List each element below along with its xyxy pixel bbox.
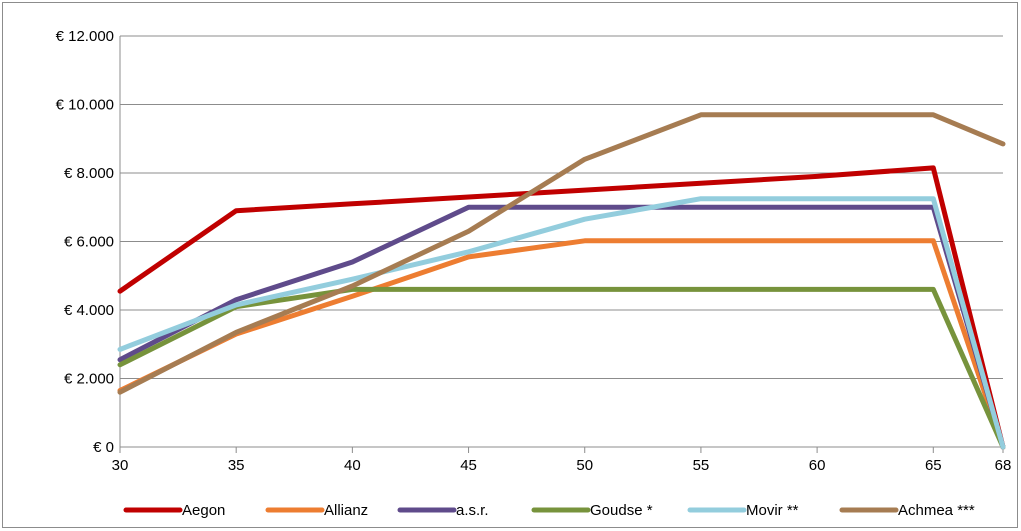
x-tick-label: 35 [228, 457, 245, 474]
legend-label: Achmea *** [898, 502, 975, 519]
legend-label: Movir ** [746, 502, 799, 519]
legend-label: Allianz [324, 502, 368, 519]
y-tick-label: € 10.000 [56, 97, 114, 114]
legend-label: a.s.r. [456, 502, 489, 519]
y-tick-label: € 2.000 [64, 371, 114, 388]
y-tick-label: € 12.000 [56, 28, 114, 45]
series-line-movir [117, 196, 1006, 450]
series-lines [117, 112, 1006, 450]
series-line-aegon [117, 165, 1006, 450]
x-tick-label: 50 [576, 457, 593, 474]
legend-label: Aegon [182, 502, 225, 519]
x-tick-label: 65 [925, 457, 942, 474]
series-line-allianz [117, 238, 1006, 450]
legend-label: Goudse * [590, 502, 653, 519]
x-tick-label: 30 [112, 457, 129, 474]
x-axis-ticks: 30 35 40 45 50 55 60 65 68 [112, 447, 1012, 474]
legend: Aegon Allianz a.s.r. Goudse * Movir ** Achmea… [123, 502, 975, 519]
x-tick-label: 40 [344, 457, 361, 474]
y-tick-label: € 0 [93, 439, 114, 456]
gridlines [119, 35, 1003, 448]
series-line-goudse [117, 286, 1006, 450]
x-tick-label: 55 [693, 457, 710, 474]
x-tick-label: 60 [809, 457, 826, 474]
y-axis-ticks: € 0 € 2.000 € 4.000 € 6.000 € 8.000 € 10.000 €… [56, 28, 114, 456]
series-line-a-s-r [117, 204, 1006, 450]
y-tick-label: € 8.000 [64, 165, 114, 182]
y-tick-label: € 4.000 [64, 302, 114, 319]
series-line-achmea [117, 112, 1006, 395]
y-tick-label: € 6.000 [64, 234, 114, 251]
x-tick-label: 45 [460, 457, 477, 474]
x-tick-label: 68 [995, 457, 1012, 474]
